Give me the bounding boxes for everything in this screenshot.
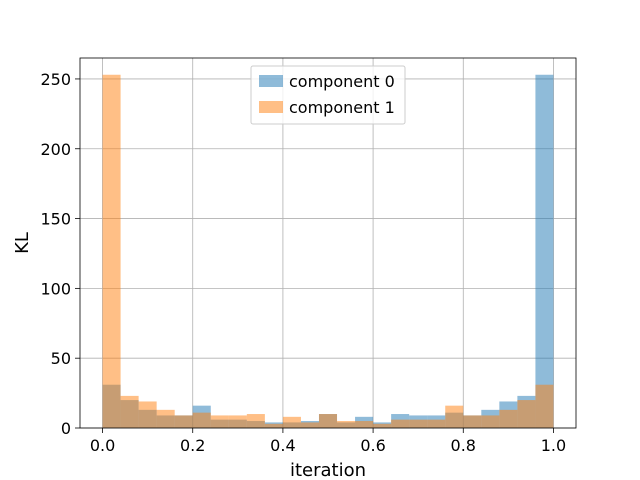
y-tick-label: 250 — [40, 70, 71, 89]
histogram-bar-series-1 — [427, 419, 446, 428]
histogram-bar-series-0 — [535, 74, 554, 429]
y-tick-label: 50 — [51, 349, 71, 368]
x-tick-label: 1.0 — [541, 436, 566, 455]
legend: component 0 component 1 — [250, 65, 406, 125]
legend-swatch — [259, 75, 283, 87]
histogram-bar-series-1 — [102, 74, 121, 429]
histogram-bar-series-1 — [156, 409, 175, 428]
legend-swatch — [259, 101, 283, 113]
y-axis-label: KL — [12, 232, 33, 254]
histogram-bar-series-1 — [499, 409, 518, 428]
histogram-bar-series-1 — [120, 395, 139, 428]
x-tick-label: 0.6 — [360, 436, 385, 455]
histogram-bar-series-1 — [228, 415, 247, 428]
x-tick-label: 0.4 — [270, 436, 295, 455]
histogram-bar-series-1 — [192, 412, 211, 428]
histogram-bar-series-1 — [373, 423, 392, 428]
histogram-bar-series-1 — [210, 415, 229, 428]
histogram-bar-series-1 — [517, 400, 536, 428]
legend-label: component 1 — [289, 98, 395, 117]
axis-ticks: 0.0 0.2 0.4 0.6 0.8 1.0 0 50 100 150 200 250 — [40, 70, 566, 455]
histogram-bar-series-1 — [409, 419, 428, 428]
x-tick-label: 0.8 — [451, 436, 476, 455]
legend-label: component 0 — [289, 72, 395, 91]
histogram-bar-series-1 — [355, 421, 374, 428]
histogram-bar-series-1 — [391, 419, 410, 428]
histogram-bar-series-1 — [300, 422, 319, 428]
histogram-bars — [102, 74, 554, 429]
y-tick-label: 200 — [40, 140, 71, 159]
x-tick-label: 0.2 — [180, 436, 205, 455]
y-tick-label: 100 — [40, 279, 71, 298]
histogram-bar-series-1 — [481, 415, 500, 428]
legend-box — [250, 65, 406, 125]
histogram-bar-series-1 — [246, 414, 265, 428]
histogram-bar-series-1 — [138, 401, 157, 428]
x-tick-label: 0.0 — [90, 436, 115, 455]
x-axis-label: iteration — [290, 460, 366, 480]
histogram-bar-series-1 — [535, 384, 554, 428]
histogram-bar-series-1 — [264, 423, 283, 428]
histogram-bar-series-1 — [337, 421, 356, 428]
histogram-bar-series-1 — [463, 415, 482, 428]
histogram-bar-series-1 — [445, 405, 464, 428]
y-tick-label: 0 — [61, 419, 71, 438]
histogram-bar-series-1 — [282, 416, 301, 428]
histogram-bar-series-1 — [174, 415, 193, 428]
y-tick-label: 150 — [40, 210, 71, 229]
histogram-bar-series-1 — [318, 414, 338, 428]
plot-frame — [79, 57, 577, 429]
